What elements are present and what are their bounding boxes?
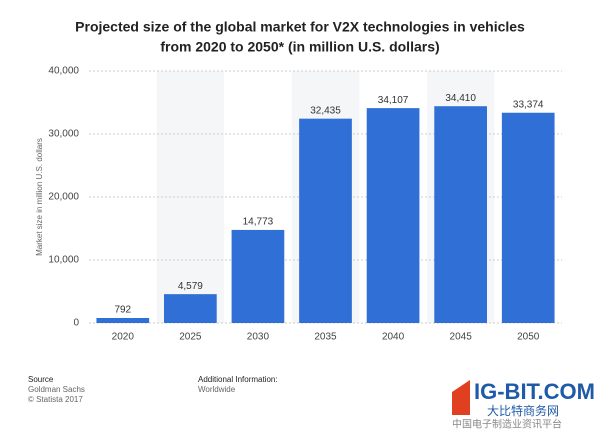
value-label: 792 <box>114 305 131 316</box>
x-tick-label: 2050 <box>517 332 540 343</box>
x-tick-label: 2035 <box>314 332 337 343</box>
y-tick-label: 20,000 <box>48 192 79 203</box>
x-tick-label: 2040 <box>382 332 405 343</box>
watermark-icon <box>452 380 470 415</box>
bar <box>366 108 420 323</box>
bar <box>231 229 285 323</box>
source-heading: Source <box>28 375 54 384</box>
y-axis-label: Market size in million U.S. dollars <box>35 138 44 256</box>
bar <box>434 106 487 323</box>
x-tick-label: 2020 <box>112 332 135 343</box>
info: Worldwide <box>198 385 236 394</box>
y-tick-label: 30,000 <box>48 129 79 140</box>
value-label: 14,773 <box>243 217 274 228</box>
y-tick-label: 40,000 <box>48 66 79 77</box>
value-label: 4,579 <box>178 281 203 292</box>
watermark-logo: IG-BIT.COM <box>474 379 595 404</box>
watermark-name: 大比特商务网 <box>487 403 559 418</box>
value-label: 34,107 <box>378 95 409 106</box>
chart-title: Projected size of the global market for … <box>75 19 525 35</box>
chart-title: from 2020 to 2050* (in million U.S. doll… <box>160 39 439 55</box>
copyright: © Statista 2017 <box>28 395 83 404</box>
bar <box>164 294 217 323</box>
bar <box>96 318 150 323</box>
value-label: 34,410 <box>445 93 476 104</box>
watermark-slogan: 中国电子制造业资讯平台 <box>452 418 562 431</box>
value-label: 33,374 <box>513 99 544 110</box>
source: Goldman Sachs <box>28 385 85 394</box>
x-tick-label: 2025 <box>179 332 202 343</box>
value-label: 32,435 <box>310 105 341 116</box>
info-heading: Additional Information: <box>198 375 278 384</box>
x-tick-label: 2045 <box>450 332 473 343</box>
bar <box>299 118 352 323</box>
y-tick-label: 10,000 <box>48 255 79 266</box>
y-tick-label: 0 <box>73 318 79 329</box>
bar <box>501 112 555 323</box>
x-tick-label: 2030 <box>247 332 270 343</box>
